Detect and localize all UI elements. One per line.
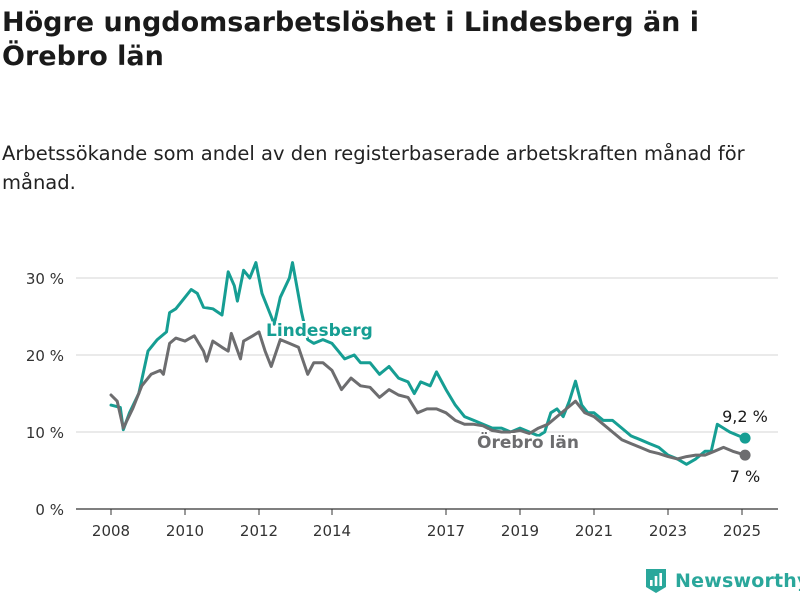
series-labels: Lindesberg 9,2 % Örebro län 7 % <box>264 319 770 488</box>
x-tick-label: 2014 <box>313 522 351 540</box>
newsworthy-logo: Newsworthy <box>645 568 800 594</box>
series-lines <box>109 261 751 466</box>
series-end-marker-1 <box>739 449 751 461</box>
y-tick-label: 30 % <box>26 270 64 288</box>
chart-title: Högre ungdomsarbetslöshet i Lindesberg ä… <box>2 7 700 72</box>
x-tick-label: 2021 <box>575 522 613 540</box>
series-end-value-label: 9,2 % <box>722 407 768 426</box>
y-tick-label: 20 % <box>26 347 64 365</box>
grid-lines <box>76 277 778 510</box>
series-end-value-label: 7 % <box>730 467 760 486</box>
chart-subtitle: Arbetssökande som andel av den registerb… <box>2 142 745 194</box>
x-tick-label: 2012 <box>240 522 278 540</box>
newsworthy-logo-text: Newsworthy <box>675 570 800 592</box>
x-tick-label: 2023 <box>649 522 687 540</box>
x-tick-label: 2010 <box>166 522 204 540</box>
series-end-marker-0 <box>739 432 751 444</box>
x-axis: 2008 2010 2012 2014 2017 2019 2021 2023 2025 <box>92 509 761 540</box>
series-name-label: Örebro län <box>477 431 579 453</box>
x-tick-label: 2019 <box>501 522 539 540</box>
newsworthy-logo-icon <box>646 569 666 593</box>
y-tick-label: 10 % <box>26 424 64 442</box>
series-line-0 <box>109 261 747 466</box>
x-tick-label: 2008 <box>92 522 130 540</box>
x-tick-label: 2017 <box>427 522 465 540</box>
series-name-label: Lindesberg <box>266 321 373 341</box>
series-line-1 <box>109 330 747 461</box>
y-tick-label: 0 % <box>35 501 64 519</box>
y-axis-ticks: 0 % 10 % 20 % 30 % <box>26 270 64 519</box>
x-tick-label: 2025 <box>723 522 761 540</box>
